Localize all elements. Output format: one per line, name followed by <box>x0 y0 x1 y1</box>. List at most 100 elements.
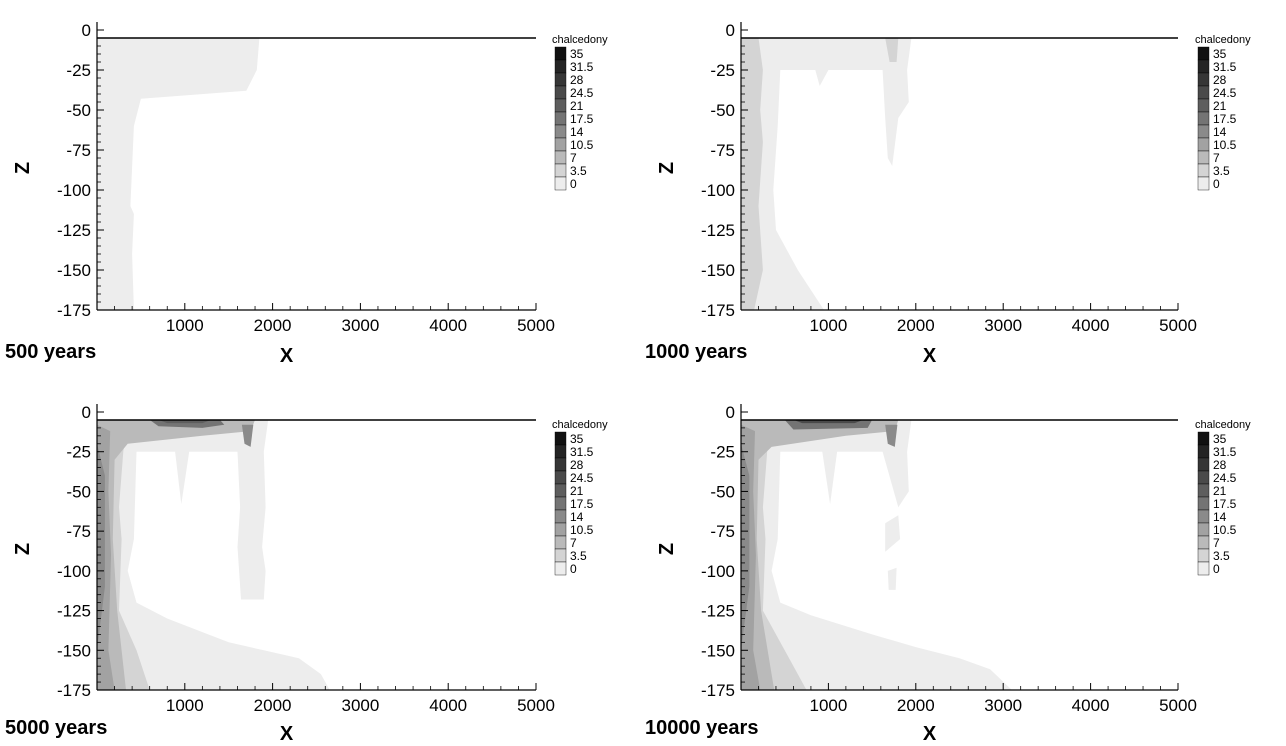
y-tick-label: -25 <box>66 443 91 462</box>
legend-swatch <box>554 496 567 511</box>
legend-level-label: 17.5 <box>1213 112 1237 126</box>
legend-level-label: 35 <box>570 47 584 61</box>
legend-level-label: 21 <box>1213 484 1227 498</box>
y-axis-title: Z <box>12 162 34 174</box>
legend-swatch <box>554 72 567 87</box>
y-tick-label: -125 <box>701 602 735 621</box>
legend-swatch <box>1197 176 1210 191</box>
legend-swatch <box>554 548 567 563</box>
legend-swatch <box>554 137 567 152</box>
legend-swatch <box>1197 457 1210 472</box>
panel-time-label: 1000 years <box>645 341 747 363</box>
y-tick-label: -125 <box>57 221 91 240</box>
y-tick-label: -175 <box>701 301 735 320</box>
contour-region <box>97 419 255 690</box>
legend-swatch <box>1197 431 1210 446</box>
legend-swatch <box>554 457 567 472</box>
x-axis-title: X <box>923 345 937 367</box>
y-tick-label: -75 <box>710 141 735 160</box>
panel-time-label: 5000 years <box>5 717 107 739</box>
y-tick-label: -100 <box>57 181 91 200</box>
legend-swatch <box>1197 470 1210 485</box>
legend-level-label: 28 <box>570 458 584 472</box>
legend-swatch <box>554 176 567 191</box>
contour-region <box>741 38 912 310</box>
legend-level-label: 3.5 <box>1213 164 1230 178</box>
legend-swatch <box>554 509 567 524</box>
contour-region <box>887 567 897 590</box>
legend-level-label: 21 <box>1213 99 1227 113</box>
x-tick-label: 3000 <box>341 696 379 715</box>
legend-swatch <box>1197 59 1210 74</box>
legend-swatch <box>554 470 567 485</box>
contour-region <box>158 419 212 424</box>
legend-swatch <box>1197 137 1210 152</box>
y-tick-label: -100 <box>701 181 735 200</box>
legend-level-label: 28 <box>1213 458 1227 472</box>
y-tick-label: -150 <box>57 261 91 280</box>
x-tick-label: 3000 <box>984 316 1022 335</box>
legend-level-label: 31.5 <box>570 445 594 459</box>
legend-swatch <box>1197 46 1210 61</box>
y-tick-label: -50 <box>710 101 735 120</box>
legend-level-label: 0 <box>1213 177 1220 191</box>
x-tick-label: 2000 <box>254 696 292 715</box>
x-tick-label: 4000 <box>429 696 467 715</box>
legend-level-label: 3.5 <box>570 549 587 563</box>
legend-level-label: 0 <box>570 177 577 191</box>
legend-level-label: 7 <box>570 536 577 550</box>
legend-swatch <box>554 535 567 550</box>
x-tick-label: 5000 <box>1159 316 1197 335</box>
legend-level-label: 14 <box>1213 510 1227 524</box>
legend-level-label: 0 <box>1213 562 1220 576</box>
legend-swatch <box>1197 163 1210 178</box>
y-tick-label: -75 <box>66 141 91 160</box>
legend-swatch <box>554 522 567 537</box>
contour-region <box>241 424 254 447</box>
contour-panel: 0 -25 -50 -75 -100 -125 -150 -175 1000 2000 3000 40… <box>645 21 1251 367</box>
y-tick-label: -150 <box>701 261 735 280</box>
legend-level-label: 17.5 <box>570 112 594 126</box>
legend-swatch <box>1197 85 1210 100</box>
y-tick-label: -25 <box>710 443 735 462</box>
legend-level-label: 31.5 <box>570 60 594 74</box>
contour-region <box>885 424 898 447</box>
legend-swatch <box>554 124 567 139</box>
legend-swatch <box>1197 150 1210 165</box>
legend-swatch <box>554 163 567 178</box>
legend-swatch <box>1197 483 1210 498</box>
y-tick-label: 0 <box>726 403 735 422</box>
legend-title: chalcedony <box>552 419 608 431</box>
legend-level-label: 24.5 <box>1213 86 1237 100</box>
legend-swatch <box>1197 561 1210 576</box>
y-axis-title: Z <box>12 543 34 555</box>
x-axis-title: X <box>280 723 294 745</box>
x-tick-label: 1000 <box>166 316 204 335</box>
y-tick-label: -100 <box>701 562 735 581</box>
legend-level-label: 31.5 <box>1213 60 1237 74</box>
legend-swatch <box>554 111 567 126</box>
legend-swatch <box>554 444 567 459</box>
legend-level-label: 17.5 <box>1213 497 1237 511</box>
x-tick-label: 2000 <box>897 696 935 715</box>
legend-level-label: 21 <box>570 99 584 113</box>
contour-region <box>741 38 763 310</box>
y-axis-title: Z <box>656 543 678 555</box>
legend-level-label: 17.5 <box>570 497 594 511</box>
legend-swatch <box>554 561 567 576</box>
contour-region <box>793 419 864 424</box>
legend-level-label: 3.5 <box>1213 549 1230 563</box>
x-tick-label: 4000 <box>1072 696 1110 715</box>
legend-swatch <box>1197 72 1210 87</box>
contour-region <box>741 419 1012 690</box>
legend-level-label: 7 <box>1213 536 1220 550</box>
legend-swatch <box>554 431 567 446</box>
legend-swatch <box>1197 496 1210 511</box>
x-tick-label: 5000 <box>517 696 555 715</box>
y-tick-label: -175 <box>57 301 91 320</box>
x-tick-label: 3000 <box>984 696 1022 715</box>
x-axis-title: X <box>280 345 294 367</box>
x-tick-label: 1000 <box>166 696 204 715</box>
